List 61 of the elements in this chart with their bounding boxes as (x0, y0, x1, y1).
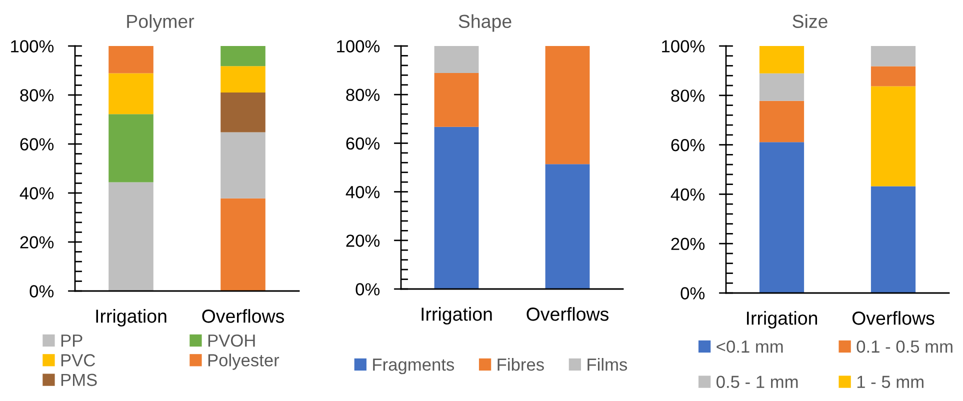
bar (220, 198, 266, 291)
legend-label: <0.1 mm (716, 340, 783, 353)
x-tick-label: Overflows (852, 311, 934, 325)
legend-label: 0.1 - 0.5 mm (856, 340, 952, 353)
y-tick-label: 20% (671, 238, 705, 250)
bar (220, 66, 266, 93)
legend-label: Fragments (373, 358, 454, 374)
legend-label: Polyester (208, 354, 280, 370)
y-tick-label: 0% (680, 287, 705, 300)
legend-label: Films (588, 358, 628, 371)
y-tick-label: 40% (670, 188, 705, 201)
legend-label: PMS (61, 374, 97, 386)
bar (545, 46, 590, 164)
legend-label: PVC (61, 354, 96, 366)
bar (545, 164, 590, 289)
y-tick-label: 80% (20, 89, 54, 102)
bar (870, 46, 916, 66)
bar (870, 186, 916, 293)
chart-title: Size (792, 14, 828, 28)
legend-label: 0.5 - 1 mm (716, 376, 798, 388)
bar (434, 72, 479, 127)
y-tick-label: 80% (671, 90, 705, 102)
legend-label: PVOH (208, 334, 255, 347)
y-tick-label: 100% (662, 40, 705, 52)
legend-label: PP (61, 334, 82, 347)
bar (434, 46, 479, 73)
bar (759, 142, 804, 293)
y-tick-label: 20% (20, 236, 54, 248)
y-tick-label: 40% (20, 187, 54, 200)
x-tick-label: Irrigation (422, 307, 492, 325)
x-tick-label: Overflows (202, 309, 284, 323)
bar (108, 46, 154, 74)
bar (759, 100, 804, 142)
bar (220, 46, 266, 66)
y-tick-label: 80% (346, 88, 380, 102)
y-tick-label: 60% (671, 138, 705, 152)
chart-title: Shape (458, 14, 512, 32)
x-tick-label: Irrigation (96, 309, 166, 327)
y-tick-label: 0% (356, 283, 380, 296)
legend-label: 1 - 5 mm (857, 376, 924, 388)
chart-title: Polymer (127, 14, 194, 32)
bar (870, 66, 916, 86)
y-tick-label: 0% (30, 285, 54, 298)
y-tick-label: 20% (346, 234, 380, 247)
bar (220, 92, 266, 132)
bar (108, 182, 154, 291)
y-tick-label: 60% (346, 137, 380, 150)
bar (759, 73, 804, 101)
bar (759, 46, 804, 74)
y-tick-label: 100% (337, 40, 380, 52)
x-tick-label: Irrigation (747, 311, 818, 329)
y-tick-label: 60% (20, 138, 54, 150)
bar (108, 114, 154, 182)
bar (870, 86, 916, 186)
y-tick-label: 40% (346, 186, 380, 198)
bar (220, 132, 266, 198)
bar (108, 73, 154, 114)
legend-label: Fibres (498, 358, 544, 371)
x-tick-label: Overflows (526, 307, 608, 321)
bar (434, 126, 479, 289)
y-tick-label: 100% (11, 40, 54, 52)
